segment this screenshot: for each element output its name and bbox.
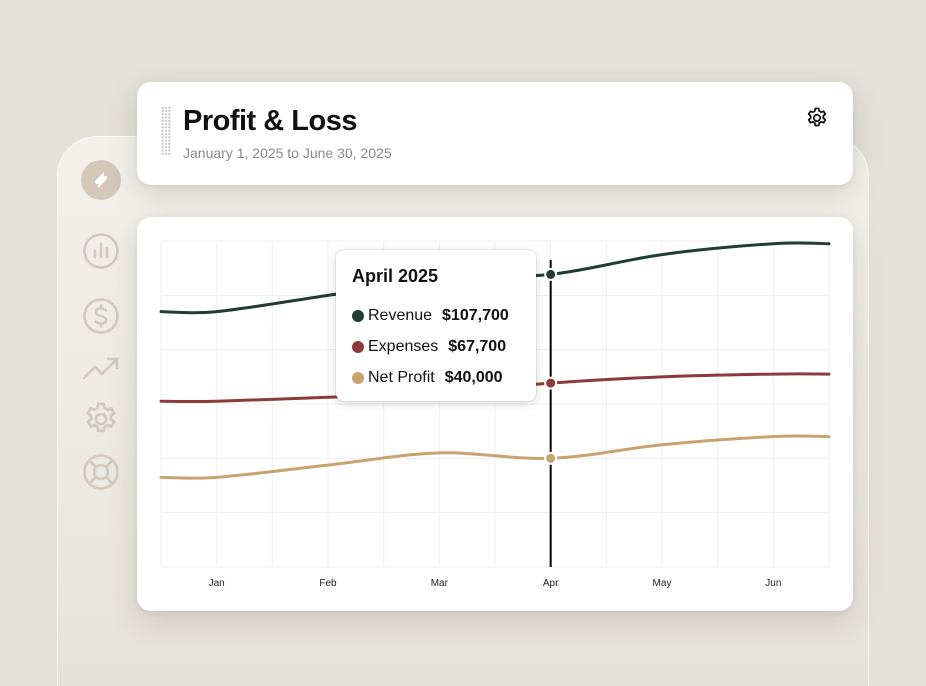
tooltip-label: Expenses (368, 337, 439, 355)
sidebar-item-reports[interactable] (82, 232, 120, 270)
expenses-hover-point (544, 376, 558, 390)
tooltip-label: Net Profit (368, 368, 435, 386)
tooltip-value: $107,700 (442, 306, 509, 324)
tooltip-row-revenue: Revenue $107,700 (352, 300, 520, 331)
tooltip-row-expenses: Expenses $67,700 (352, 331, 520, 362)
logo[interactable] (81, 160, 121, 200)
sidebar-item-payments[interactable] (82, 297, 120, 335)
page-title: Profit & Loss (183, 105, 357, 137)
report-header-card: Profit & Loss January 1, 2025 to June 30… (137, 82, 853, 185)
gear-icon (807, 107, 827, 127)
x-tick-label: Mar (431, 578, 449, 589)
revenue-legend-dot (352, 309, 364, 322)
trending-up-icon (82, 357, 119, 380)
sidebar-item-help[interactable] (82, 453, 120, 491)
drag-handle[interactable] (161, 106, 171, 156)
gear-icon (86, 402, 116, 433)
x-tick-label: Jan (209, 578, 225, 589)
revenue-hover-point (544, 267, 558, 281)
expenses-legend-dot (352, 340, 364, 353)
net-profit-hover-point (544, 451, 558, 465)
leaf-logo-icon (95, 172, 107, 188)
tooltip-row-net-profit: Net Profit $40,000 (352, 362, 520, 393)
date-range: January 1, 2025 to June 30, 2025 (183, 145, 392, 161)
x-tick-label: Feb (319, 578, 337, 589)
bar-chart-icon (83, 233, 119, 269)
tooltip-title: April 2025 (352, 266, 439, 286)
settings-button[interactable] (805, 106, 829, 130)
tooltip-value: $40,000 (444, 368, 503, 386)
x-tick-label: Jun (765, 578, 781, 589)
sidebar-item-settings[interactable] (82, 400, 120, 438)
chart-tooltip: April 2025 Revenue $107,700 Expenses $67… (336, 250, 536, 401)
x-tick-label: Apr (543, 578, 559, 589)
net-profit-legend-dot (352, 371, 364, 384)
sidebar-item-trends[interactable] (82, 350, 120, 388)
dollar-icon (83, 298, 119, 334)
lifebuoy-icon (83, 454, 119, 490)
x-tick-label: May (653, 578, 672, 589)
tooltip-value: $67,700 (448, 337, 507, 355)
tooltip-label: Revenue (368, 306, 433, 324)
net-profit-line (159, 434, 831, 480)
